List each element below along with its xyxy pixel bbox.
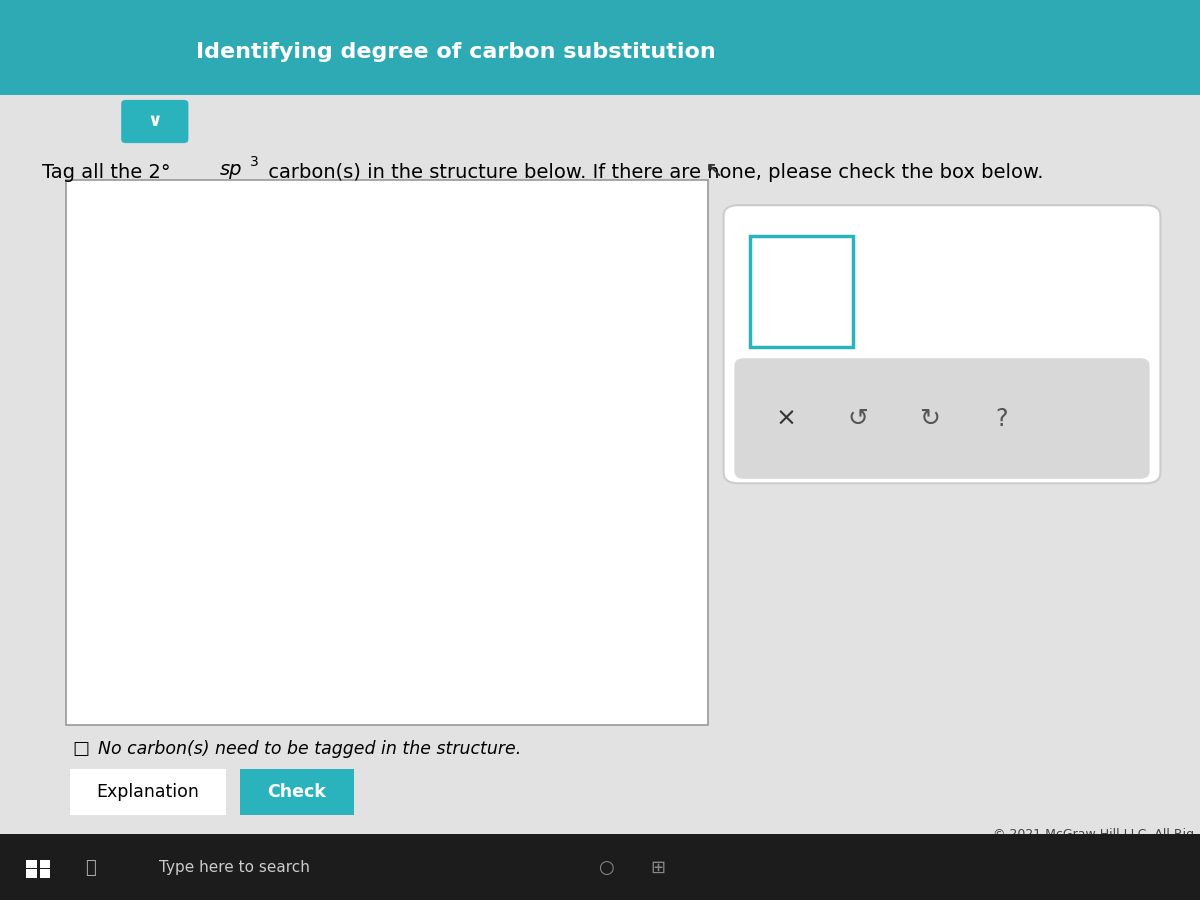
Text: Identifying degree of carbon substitution: Identifying degree of carbon substitutio… — [196, 42, 716, 62]
Text: Tag all the 2°: Tag all the 2° — [42, 163, 170, 183]
Text: ×: × — [775, 407, 797, 430]
Text: ↻: ↻ — [919, 407, 941, 430]
Text: ○: ○ — [598, 859, 614, 877]
Text: sp: sp — [220, 159, 242, 179]
Text: No carbon(s) need to be tagged in the structure.: No carbon(s) need to be tagged in the st… — [98, 740, 522, 758]
Text: Cl: Cl — [181, 413, 203, 433]
Text: 🔍: 🔍 — [85, 859, 95, 877]
Text: © 2021 McGraw Hill LLC. All Rig: © 2021 McGraw Hill LLC. All Rig — [992, 828, 1194, 841]
Text: carbon(s) in the structure below. If there are none, please check the box below.: carbon(s) in the structure below. If the… — [262, 163, 1043, 183]
Text: ∨: ∨ — [148, 112, 162, 130]
Text: □: □ — [72, 740, 89, 758]
Text: ↖: ↖ — [704, 161, 724, 181]
Text: ⊞: ⊞ — [650, 859, 665, 877]
FancyBboxPatch shape — [60, 767, 235, 817]
Text: HO: HO — [410, 246, 445, 266]
Text: Check: Check — [268, 783, 326, 801]
Text: ↺: ↺ — [847, 407, 869, 430]
Text: H: H — [317, 303, 334, 323]
Text: H: H — [394, 539, 410, 559]
Text: ?: ? — [996, 407, 1008, 430]
Text: Type here to search: Type here to search — [158, 860, 310, 875]
FancyBboxPatch shape — [233, 767, 361, 817]
Text: 3: 3 — [250, 155, 258, 169]
Text: Explanation: Explanation — [96, 783, 199, 801]
